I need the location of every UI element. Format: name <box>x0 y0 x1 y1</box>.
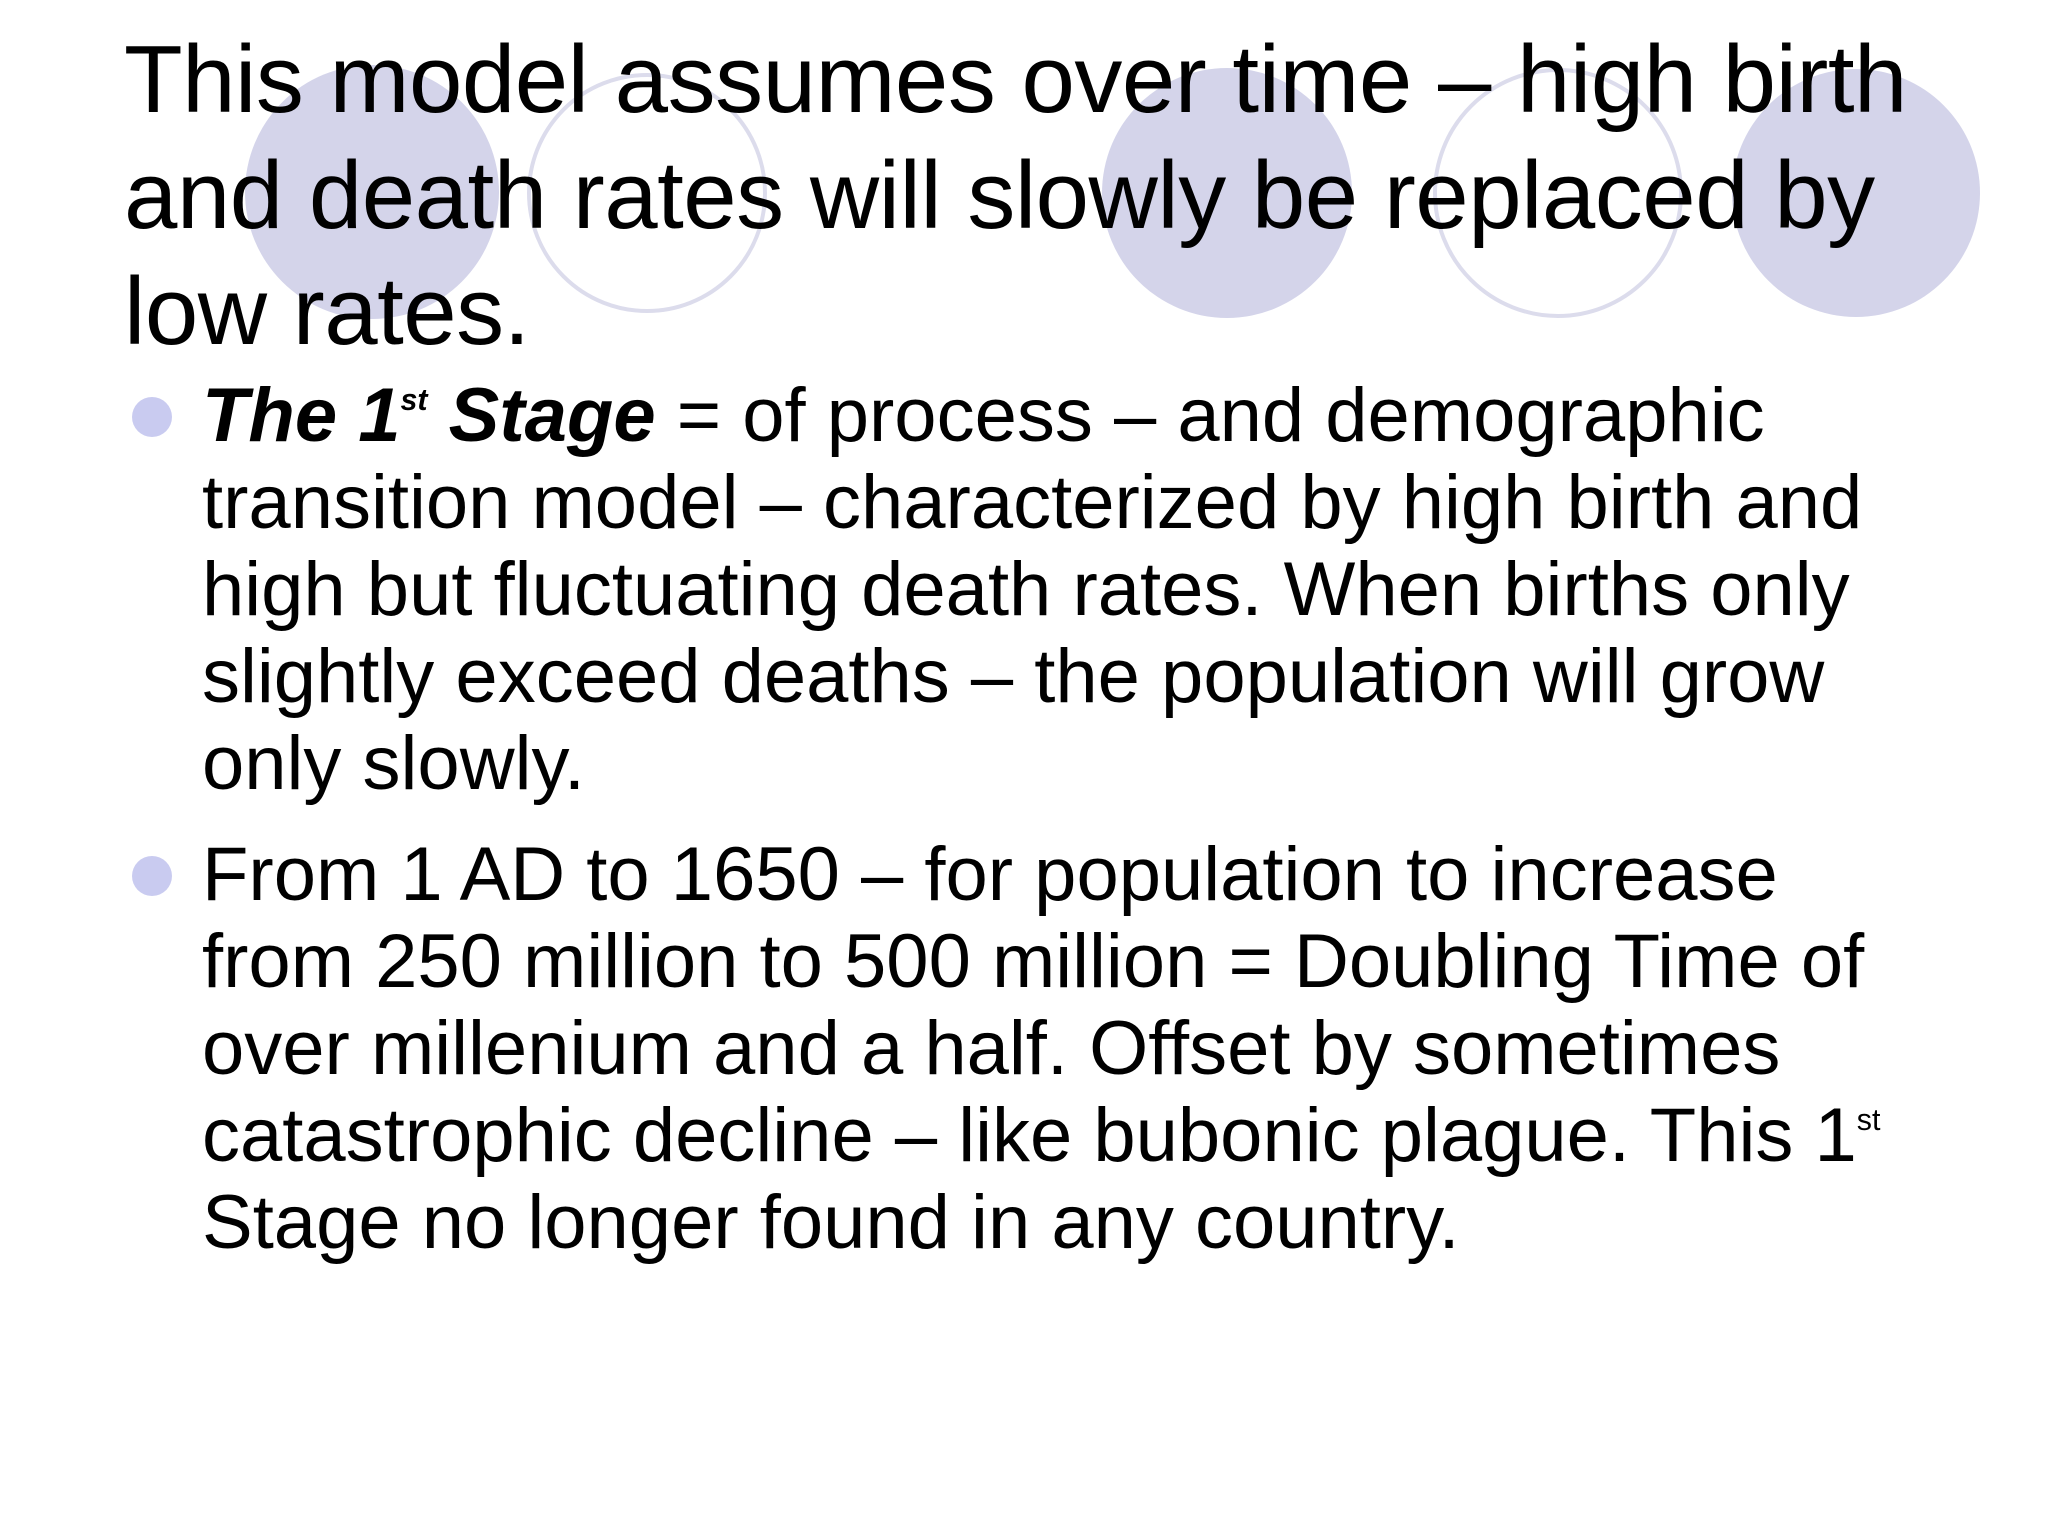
first-stage-term-superscript: st <box>400 383 428 418</box>
first-stage-term-part1: The 1 <box>202 373 401 458</box>
slide-title: This model assumes over time – high birt… <box>124 26 1907 365</box>
doubling-time-superscript: st <box>1856 1103 1881 1138</box>
doubling-time-text-part2: Stage no longer found in any country. <box>202 1180 1460 1265</box>
bullet-item-doubling-time: From 1 AD to 1650 – for population to in… <box>124 831 1924 1266</box>
first-stage-term: The 1st Stage <box>202 373 656 458</box>
first-stage-term-part2: Stage <box>427 373 656 458</box>
first-stage-description: = of process – and demographic transitio… <box>202 373 1863 806</box>
bullet-dot-icon <box>132 856 172 896</box>
bullet-dot-icon <box>132 397 172 437</box>
slide-body: The 1st Stage = of process – and demogra… <box>124 372 1924 1290</box>
doubling-time-text-part1: From 1 AD to 1650 – for population to in… <box>202 832 1865 1178</box>
bullet-item-first-stage: The 1st Stage = of process – and demogra… <box>124 372 1924 807</box>
